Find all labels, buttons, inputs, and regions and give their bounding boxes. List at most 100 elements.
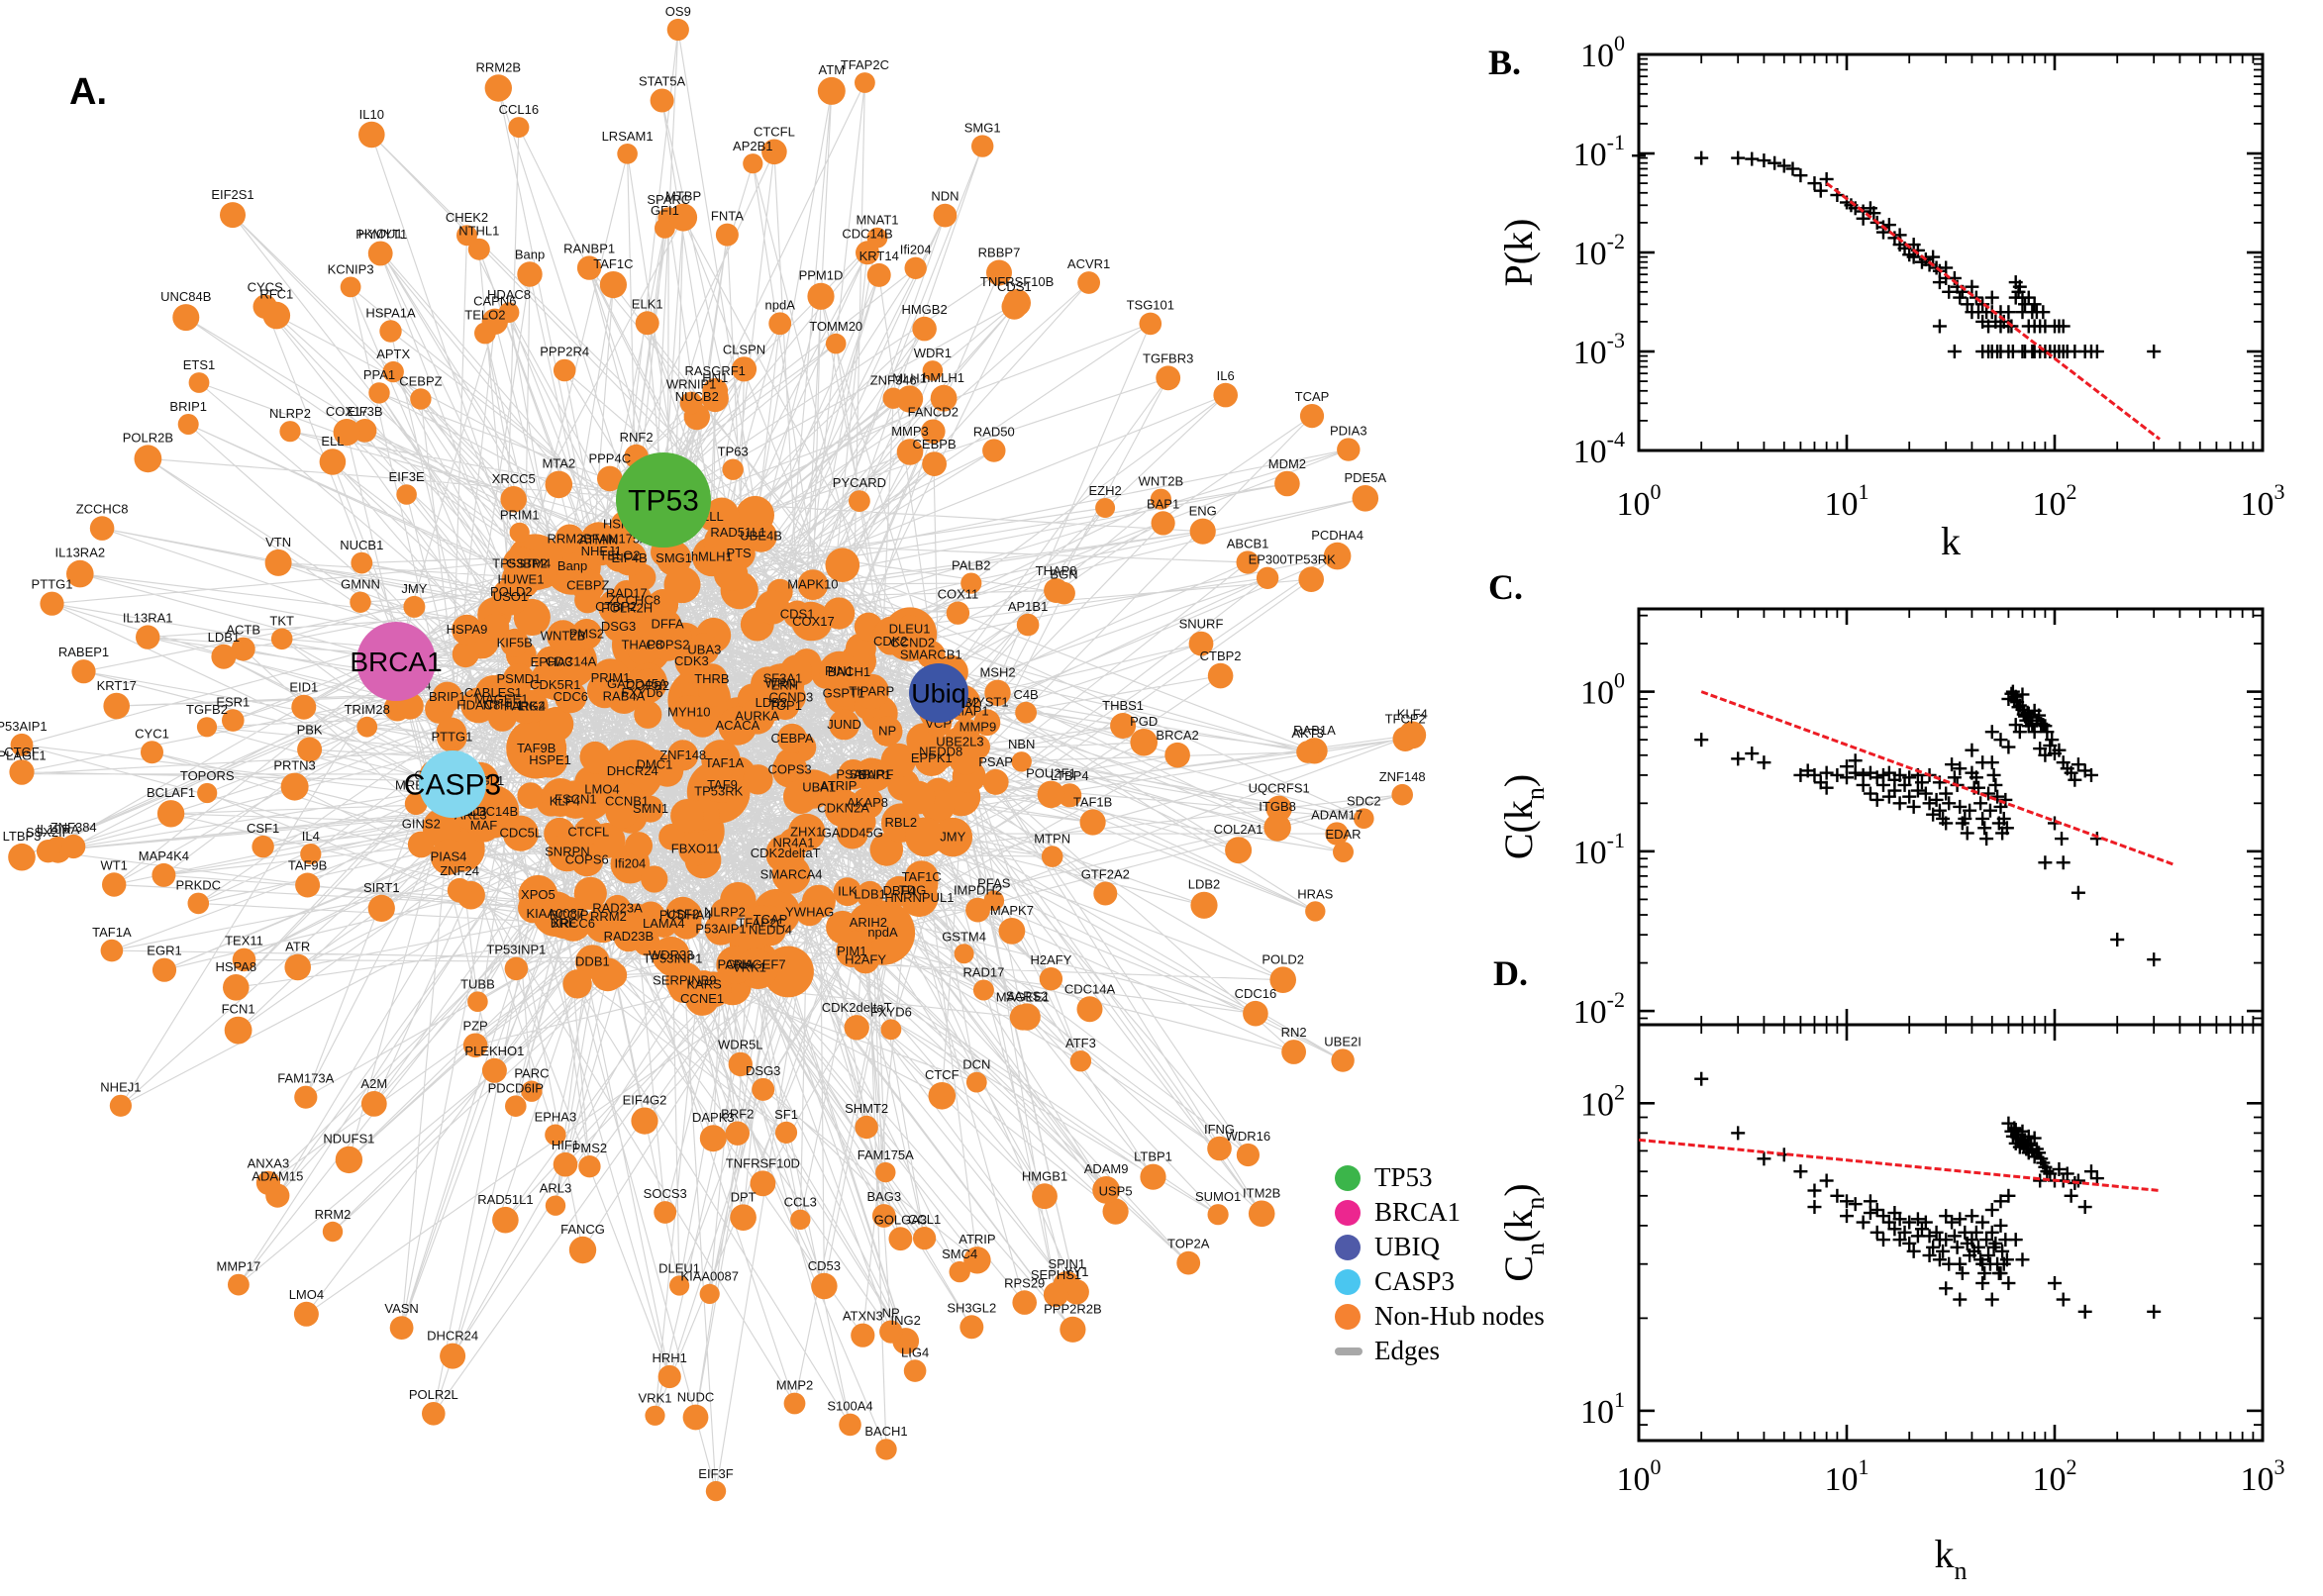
gene-label: FAM175A [858, 1147, 914, 1162]
gene-label: CCL16 [499, 102, 539, 117]
gene-label: KLF4 [550, 794, 580, 809]
gene-label: GOLGA3 [874, 1212, 927, 1227]
network-node [540, 669, 571, 701]
gene-label: TP63 [718, 445, 749, 459]
gene-label: PRTN3 [273, 758, 315, 773]
network-node [871, 716, 903, 747]
network-node [1110, 713, 1137, 739]
gene-label: PDE5A [1344, 470, 1386, 485]
gene-label: BRIP1 [169, 399, 207, 414]
hub-label-tp53: TP53 [628, 485, 699, 518]
network-node [573, 876, 607, 910]
x-tick-label: 102 [2033, 479, 2077, 523]
gene-label: PSAP [836, 766, 870, 781]
gene-label: BGN [1050, 567, 1077, 582]
gene-label: ATM [819, 62, 845, 77]
gene-label: CDC14A [546, 653, 597, 668]
network-node [768, 312, 792, 336]
network-node [440, 1343, 466, 1369]
gene-label: LMO4 [289, 1287, 324, 1302]
network-node [984, 679, 1011, 706]
gene-label: FCN1 [222, 1002, 255, 1017]
network-node [508, 117, 530, 139]
network-node [833, 877, 862, 907]
gene-label: CDKN2A [817, 800, 869, 815]
network-node [481, 613, 510, 643]
gene-label: BAG3 [866, 1189, 901, 1204]
gene-label: IL13RA1 [123, 610, 173, 625]
gene-label: TOP2A [1167, 1237, 1210, 1251]
gene-label: EPHA3 [535, 1109, 577, 1124]
gene-label: ERH [771, 677, 798, 692]
network-node [655, 218, 675, 239]
network-node [539, 706, 574, 742]
gene-label: ZNF346 [870, 373, 917, 388]
network-node [705, 1480, 727, 1502]
x-tick-label: 101 [1825, 1454, 1869, 1498]
gene-label: FANCG [560, 1222, 605, 1237]
network-node [568, 1236, 597, 1264]
network-node [430, 839, 467, 875]
gene-label: ATR [285, 940, 310, 954]
gene-label: GINS2 [402, 817, 441, 832]
gene-label: SNURF [1179, 617, 1224, 632]
network-node [503, 663, 535, 695]
gene-label: KLF4 [1397, 707, 1428, 722]
gene-label: ZCCHC8 [608, 593, 660, 608]
gene-label: RANBP1 [563, 241, 615, 255]
gene-label: MAP4K4 [139, 848, 189, 863]
legend-label: Edges [1374, 1336, 1440, 1365]
network-node [280, 772, 309, 801]
gene-label: TDG [899, 883, 926, 898]
network-node [599, 271, 628, 299]
network-node [1281, 1040, 1306, 1064]
y-tick-label: 100 [1580, 31, 1625, 74]
gene-label: FXYD6 [622, 685, 663, 700]
legend-item-casp3: CASP3 [1335, 1264, 1592, 1299]
gene-label: AURKA [735, 709, 779, 724]
gene-label: POLR2B [123, 431, 173, 446]
network-node [1269, 966, 1296, 993]
gene-label: VRK1 [639, 1391, 672, 1406]
gene-label: NUDC [677, 1390, 715, 1405]
gene-label: NUCB1 [340, 538, 383, 552]
network-node [1236, 1143, 1260, 1167]
network-node [771, 751, 808, 788]
gene-label: CDK3 [674, 653, 709, 668]
network-node [574, 586, 601, 614]
gene-label: TP53BP2 [492, 556, 548, 571]
gene-label: TFAP2C [841, 57, 889, 72]
network-node [502, 547, 538, 581]
gene-label: BRCA2 [1156, 728, 1198, 743]
gene-label: FSCN1 [555, 792, 597, 807]
network-node [545, 1195, 566, 1216]
gene-label: IFNG [1204, 1122, 1235, 1137]
network-node [452, 614, 482, 646]
network-node [668, 972, 699, 1003]
gene-label: PTS [726, 546, 752, 560]
network-node [481, 1057, 507, 1083]
gene-label: SEPHS1 [1031, 1267, 1081, 1282]
gene-label: GTF2A2 [1081, 867, 1130, 882]
network-node [922, 360, 944, 381]
gene-label: CD53 [808, 1258, 841, 1273]
gene-label: USF2 [666, 906, 699, 921]
hub-label-brca1: BRCA1 [350, 647, 442, 677]
network-node [580, 522, 617, 558]
gene-label: PTTG1 [431, 729, 472, 744]
network-node [100, 939, 124, 962]
gene-label: IL13RA2 [55, 546, 106, 560]
gene-label: TP53RK [1287, 551, 1336, 566]
network-node [839, 1413, 861, 1437]
gene-label: DLEU1 [889, 622, 931, 637]
hub-node-ubiq [909, 663, 968, 723]
gene-label: LMO4 [584, 781, 619, 796]
network-node [340, 276, 361, 298]
network-node [152, 862, 176, 887]
gene-label: DMC1 [636, 756, 672, 771]
network-node [825, 548, 860, 582]
gene-label: NLRP2 [269, 406, 311, 421]
gene-label: CHEK2 [446, 210, 488, 225]
gene-label: SOCS3 [644, 1186, 687, 1201]
network-node [360, 1091, 387, 1117]
